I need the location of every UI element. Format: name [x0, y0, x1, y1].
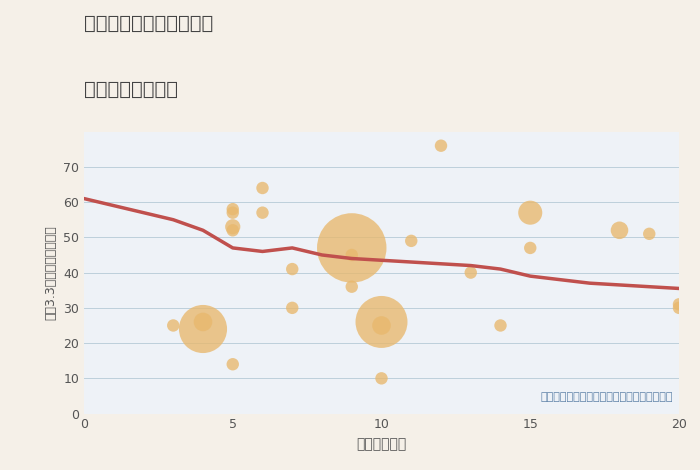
- Point: [673, 304, 685, 312]
- Point: [346, 251, 357, 258]
- Point: [465, 269, 476, 276]
- Point: [376, 375, 387, 382]
- Point: [376, 318, 387, 326]
- Point: [227, 223, 238, 230]
- Point: [227, 360, 238, 368]
- Point: [287, 265, 298, 273]
- Point: [644, 230, 655, 237]
- Point: [287, 304, 298, 312]
- Point: [227, 209, 238, 216]
- Point: [614, 227, 625, 234]
- Point: [495, 321, 506, 329]
- Point: [346, 283, 357, 290]
- Text: 駅距離別土地価格: 駅距離別土地価格: [84, 80, 178, 99]
- Point: [406, 237, 417, 244]
- Text: 円の大きさは、取引のあった物件面積を示す: 円の大きさは、取引のあった物件面積を示す: [540, 392, 673, 402]
- Point: [197, 318, 209, 326]
- X-axis label: 駅距離（分）: 駅距離（分）: [356, 437, 407, 451]
- Point: [525, 209, 536, 216]
- Point: [346, 244, 357, 252]
- Point: [257, 209, 268, 216]
- Point: [227, 205, 238, 213]
- Y-axis label: 坪（3.3㎡）単価（万円）: 坪（3.3㎡）単価（万円）: [45, 225, 57, 320]
- Text: 大阪府東大阪市長田東の: 大阪府東大阪市長田東の: [84, 14, 214, 33]
- Point: [376, 321, 387, 329]
- Point: [227, 227, 238, 234]
- Point: [525, 244, 536, 252]
- Point: [673, 301, 685, 308]
- Point: [197, 325, 209, 333]
- Point: [168, 321, 179, 329]
- Point: [257, 184, 268, 192]
- Point: [435, 142, 447, 149]
